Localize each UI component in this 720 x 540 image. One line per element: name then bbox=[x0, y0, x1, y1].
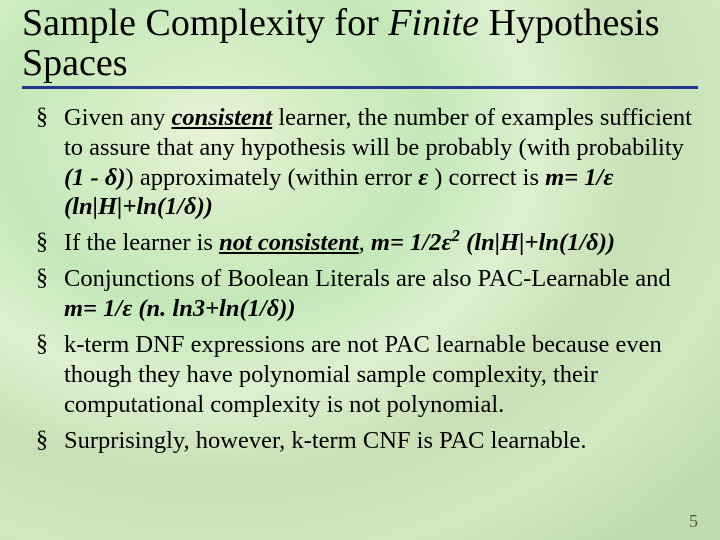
b4-t1: k-term DNF expressions are not PAC learn… bbox=[64, 331, 662, 418]
b5-t1: Surprisingly, however, k-term CNF is PAC… bbox=[64, 427, 587, 454]
bullet-4: k-term DNF expressions are not PAC learn… bbox=[36, 330, 698, 420]
slide-title: Sample Complexity for Finite Hypothesis … bbox=[22, 0, 698, 84]
b3-formula: m= 1/ε (n. ln3+ln(1/δ)) bbox=[64, 295, 296, 322]
bullet-5: Surprisingly, however, k-term CNF is PAC… bbox=[36, 426, 698, 456]
b2-notconsistent: not consistent bbox=[219, 229, 359, 256]
b2-exp: 2 bbox=[451, 226, 460, 245]
b1-t7: ) correct is bbox=[434, 164, 545, 191]
bullet-list: Given any consistent learner, the number… bbox=[36, 103, 698, 456]
bullet-1: Given any consistent learner, the number… bbox=[36, 103, 698, 223]
page-number: 5 bbox=[689, 511, 698, 532]
bullet-3: Conjunctions of Boolean Literals are als… bbox=[36, 264, 698, 324]
b1-prob: (1 - δ) bbox=[64, 164, 126, 191]
b1-eps: ε bbox=[418, 164, 434, 191]
b2-f1: m= 1/2ε bbox=[371, 229, 452, 256]
b2-t3: , bbox=[359, 229, 371, 256]
b2-t1: If the learner is bbox=[64, 229, 219, 256]
title-pre: Sample Complexity for bbox=[22, 2, 388, 44]
b1-t1: Given any bbox=[64, 104, 172, 131]
b1-t5: ) approximately (within error bbox=[126, 164, 419, 191]
b1-consistent: consistent bbox=[172, 104, 273, 131]
bullet-2: If the learner is not consistent, m= 1/2… bbox=[36, 228, 698, 258]
title-finite: Finite bbox=[388, 2, 479, 44]
b3-t1: Conjunctions of Boolean Literals are als… bbox=[64, 265, 671, 292]
title-underline bbox=[22, 86, 698, 89]
b2-f2: (ln|H|+ln(1/δ)) bbox=[460, 229, 615, 256]
